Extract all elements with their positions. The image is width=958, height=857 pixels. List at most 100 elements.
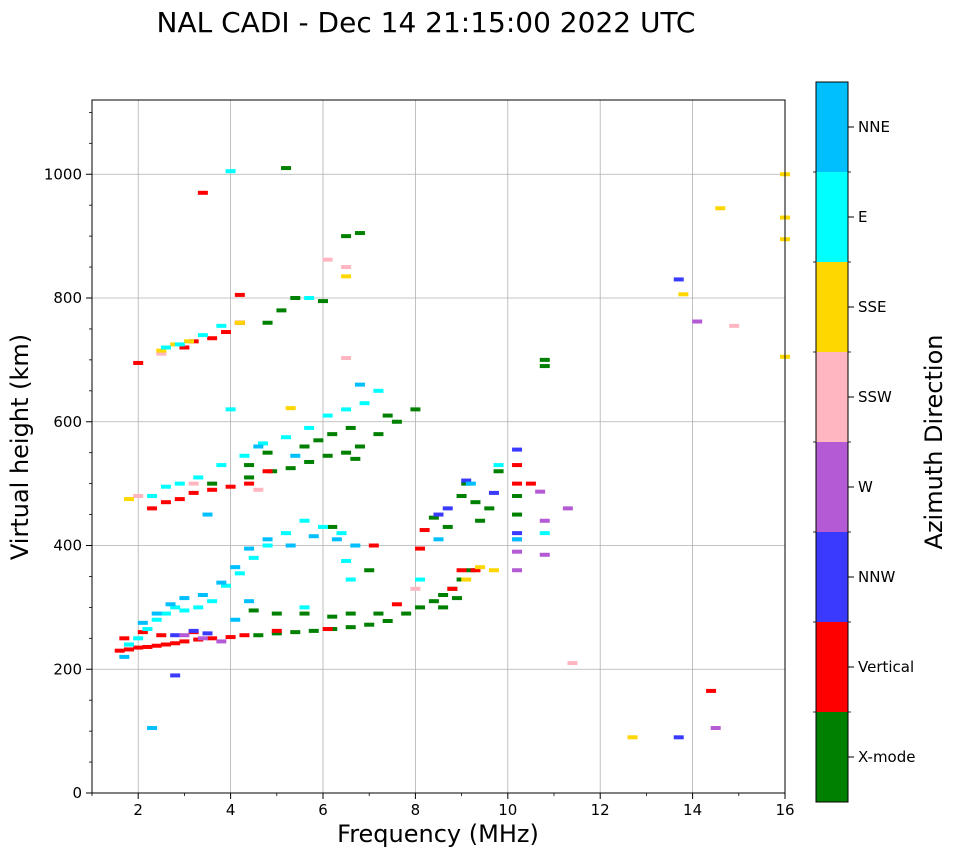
data-point-x-mode (281, 166, 292, 171)
data-point-vertical (512, 481, 523, 486)
data-point-w (539, 552, 550, 557)
data-point-sse (156, 348, 167, 353)
x-tick-label: 6 (318, 801, 328, 819)
data-point-nne (151, 611, 162, 616)
colorbar-label-sse: SSE (858, 298, 887, 316)
data-point-x-mode (345, 611, 356, 616)
data-point-nne (197, 593, 208, 597)
data-point-x-mode (271, 631, 282, 636)
data-point-vertical (368, 543, 379, 548)
data-point-nne (216, 580, 227, 585)
colorbar-label-w: W (858, 478, 873, 496)
colorbar-label-ssw: SSW (858, 388, 892, 406)
colorbar-label-vertical: Vertical (858, 658, 914, 676)
data-point-nne (350, 543, 361, 548)
data-point-w (216, 639, 227, 644)
data-point-e (133, 636, 144, 641)
data-point-nnw (188, 628, 199, 633)
data-point-ssw (341, 356, 352, 361)
x-tick-label: 10 (498, 801, 517, 819)
data-point-e (160, 484, 171, 489)
data-point-nnw (202, 631, 213, 636)
data-point-nne (244, 599, 255, 604)
data-point-sse (627, 735, 638, 740)
data-point-x-mode (262, 450, 273, 455)
data-point-x-mode (364, 568, 375, 573)
data-point-sse (488, 568, 499, 573)
data-point-e (341, 558, 352, 563)
data-point-vertical (147, 506, 158, 511)
colorbar-segment (816, 712, 848, 802)
data-points (114, 166, 790, 740)
data-point-x-mode (354, 444, 365, 449)
data-point-vertical (151, 643, 162, 648)
x-axis-label: Frequency (MHz) (337, 820, 539, 848)
data-point-sse (461, 577, 472, 582)
data-point-x-mode (391, 419, 402, 424)
data-point-nne (147, 726, 158, 731)
data-point-e (299, 518, 310, 523)
data-point-x-mode (345, 425, 356, 430)
data-point-e (193, 475, 204, 480)
data-point-sse (184, 339, 195, 344)
data-point-vertical (174, 497, 185, 502)
data-point-e (493, 463, 504, 468)
data-point-e (341, 407, 352, 412)
data-point-x-mode (415, 605, 426, 610)
data-point-e (345, 577, 356, 582)
colorbar-segment (816, 442, 848, 532)
data-point-x-mode (401, 611, 412, 616)
data-point-x-mode (493, 469, 504, 474)
data-point-w (197, 636, 208, 641)
data-point-vertical (160, 500, 171, 505)
data-point-x-mode (451, 596, 462, 601)
data-point-e (142, 627, 153, 632)
data-point-vertical (133, 360, 144, 365)
data-point-w (692, 319, 703, 324)
data-point-x-mode (285, 466, 296, 471)
data-point-x-mode (322, 453, 333, 458)
data-point-nnw (442, 506, 453, 511)
data-point-e (281, 435, 292, 440)
colorbar-segment (816, 172, 848, 262)
data-point-sse (678, 292, 689, 297)
data-point-vertical (119, 636, 130, 641)
colorbar-segment (816, 622, 848, 712)
chart-title: NAL CADI - Dec 14 21:15:00 2022 UTC (157, 6, 696, 39)
data-point-e (281, 531, 292, 536)
data-point-vertical (391, 602, 402, 607)
data-point-e (170, 605, 181, 610)
data-point-vertical (137, 630, 148, 635)
colorbar-segment (816, 82, 848, 172)
data-point-x-mode (475, 518, 486, 523)
y-tick-label: 400 (53, 537, 82, 555)
data-point-x-mode (304, 459, 315, 464)
data-point-x-mode (484, 506, 495, 511)
data-point-e (179, 608, 190, 613)
data-point-ssw (410, 586, 421, 591)
data-point-x-mode (299, 444, 310, 449)
y-tick-label: 0 (72, 784, 82, 802)
data-point-x-mode (373, 432, 384, 437)
data-point-nne (230, 565, 241, 570)
x-tick-label: 4 (226, 801, 236, 819)
data-point-x-mode (313, 438, 324, 443)
data-point-vertical (225, 635, 236, 640)
data-point-x-mode (308, 628, 319, 633)
data-point-e (216, 463, 227, 468)
data-point-e (322, 413, 333, 418)
data-point-x-mode (244, 475, 255, 480)
data-point-x-mode (364, 622, 375, 627)
data-point-vertical (197, 190, 208, 195)
data-point-e (193, 605, 204, 610)
data-point-nne (244, 546, 255, 551)
data-point-vertical (123, 647, 134, 652)
y-axis-label: Virtual height (km) (6, 334, 34, 560)
data-point-sse (341, 274, 352, 279)
data-point-ssw (341, 265, 352, 270)
data-point-vertical (207, 487, 218, 492)
data-point-nne (253, 444, 264, 449)
data-point-vertical (225, 484, 236, 489)
grid-lines (92, 100, 786, 794)
data-point-w (512, 568, 523, 573)
